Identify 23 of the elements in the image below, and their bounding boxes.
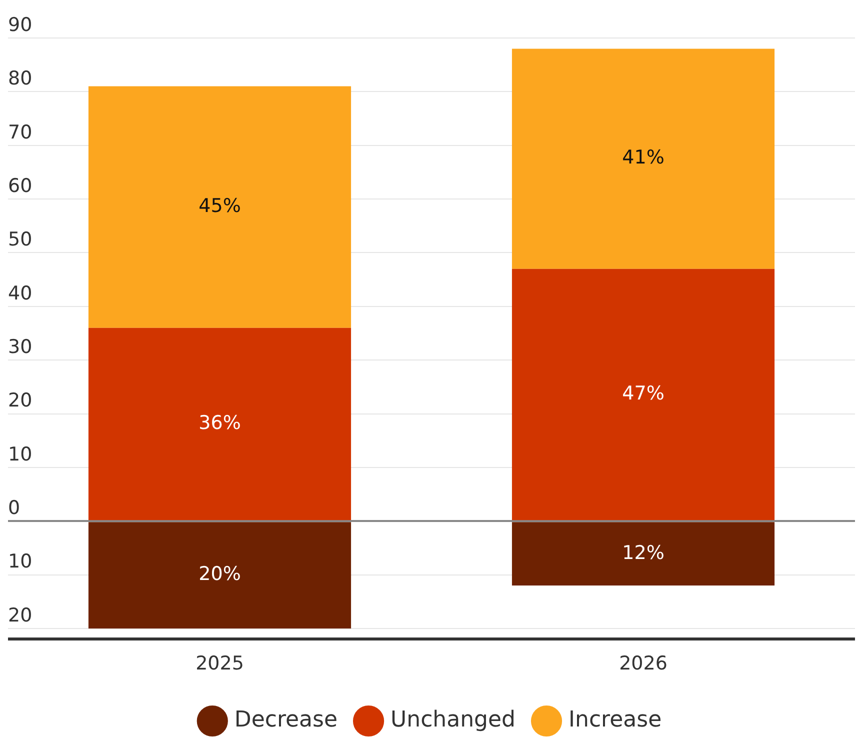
y-tick-label: 90: [8, 14, 32, 36]
data-label: 12%: [622, 542, 664, 564]
data-label: 41%: [622, 146, 664, 169]
x-tick-label: 2025: [196, 652, 244, 675]
legend-label: Increase: [568, 708, 662, 733]
legend-label: Unchanged: [390, 708, 516, 733]
y-tick-label: 20: [8, 604, 32, 626]
x-tick-label: 2026: [619, 652, 668, 675]
data-label: 20%: [198, 563, 241, 586]
y-tick-label: 60: [8, 174, 32, 197]
y-tick-label: 50: [8, 228, 32, 251]
y-tick-label: 10: [8, 443, 32, 466]
y-tick-label: 20: [8, 390, 32, 412]
data-label: 36%: [198, 412, 241, 434]
y-tick-label: 10: [8, 550, 32, 573]
data-label: 45%: [198, 195, 241, 218]
y-tick-label: 80: [8, 68, 32, 90]
y-tick-label: 30: [8, 336, 32, 358]
legend-label: Decrease: [234, 708, 338, 733]
y-tick-label: 0: [8, 497, 20, 520]
y-tick-label: 70: [8, 121, 32, 144]
data-label: 47%: [622, 382, 664, 404]
y-tick-label: 40: [8, 282, 32, 304]
